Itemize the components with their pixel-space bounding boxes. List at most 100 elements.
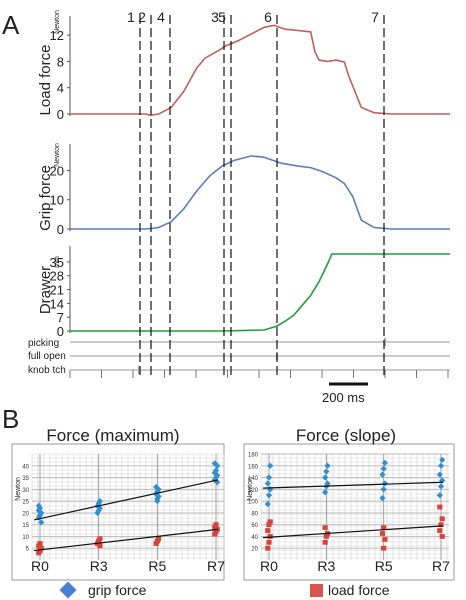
load-ytick-label: 4 (57, 81, 64, 96)
chart-slope-load-point (379, 531, 386, 536)
legend-load-label: load force (328, 582, 390, 598)
chart-slope-grip-point (381, 480, 388, 487)
chart-slope-grip-point (436, 471, 443, 478)
chart-slope-grip-point (322, 474, 329, 481)
chart-max-load-fit-line (33, 528, 219, 552)
grip-trace (70, 155, 450, 230)
grip-ytick-label: 10 (50, 193, 64, 208)
marker-label-6: 6 (264, 9, 272, 25)
event-tick-picking (384, 338, 386, 346)
event-tick-knob (138, 366, 140, 374)
chart-slope-load-point (382, 536, 388, 542)
legend-grip-label: grip force (88, 582, 147, 598)
marker-label-4: 4 (157, 9, 165, 25)
chart-slope-grip-point (323, 468, 330, 475)
chart-slope-ytick-label: 160 (248, 464, 259, 470)
chart-slope-grip-point (265, 492, 273, 499)
chart-max-ytick-label: 10 (22, 535, 29, 541)
chart-max-grip-point (94, 509, 101, 517)
chart-slope-ytick-label: 120 (248, 488, 259, 494)
panel-b-letter: B (2, 404, 19, 434)
chart-slope-grip-point (381, 459, 388, 466)
chart-slope-ytick-label: 140 (248, 476, 259, 482)
chart-slope-grip-point (439, 456, 446, 464)
chart-slope-grip-point (265, 474, 273, 481)
chart-slope-category-label: R5 (375, 558, 393, 574)
chart-slope-ytick-label: 100 (248, 500, 259, 506)
marker-label-5: 5 (218, 9, 226, 25)
chart-slope-grip-point (437, 483, 445, 490)
chart-slope-ytick-label: 60 (251, 523, 258, 529)
chart-slope-load-point (265, 528, 271, 533)
chart-max-grip-fit-line (33, 479, 219, 521)
grip-ytick-label: 0 (57, 222, 64, 237)
chart-max-ytick-label: 25 (22, 500, 29, 506)
panel-b-charts: Force (maximum) Newton 5 10 15 20 25 30 35 40 R0 R3… (11, 426, 455, 581)
chart-slope-grip-point (436, 492, 443, 499)
chart-slope-load-point (322, 525, 328, 531)
chart-slope-load-point (381, 525, 387, 531)
drawer-ytick-label: 35 (50, 255, 64, 270)
chart-max-category-label: R0 (31, 558, 49, 574)
chart-slope-load-point (322, 539, 328, 545)
chart-max-ytick-label: 35 (22, 476, 29, 482)
chart-slope-load-fit-line (262, 525, 444, 539)
chart-slope-category-label: R0 (260, 558, 278, 574)
chart-slope-load-point (266, 522, 272, 528)
legend-grip-marker (59, 581, 77, 599)
marker-label-1: 1 (127, 9, 135, 25)
load-ytick-label: 12 (50, 28, 64, 43)
drawer-ytick-label: 7 (57, 310, 64, 325)
chart-slope-grip-point (264, 500, 271, 508)
chart-slope-load-point (381, 545, 387, 551)
chart-max-load-point (213, 522, 219, 528)
marker-label-2: 2 (138, 9, 146, 25)
chart-slope-load-point (267, 534, 273, 539)
load-force-unit: Newton (54, 10, 61, 34)
chart-max-load-point (155, 536, 162, 542)
event-label-picking: picking (28, 338, 59, 349)
chart-slope-ytick-label: 80 (251, 511, 258, 517)
marker-label-7: 7 (371, 9, 379, 25)
drawer-axis-title: Drawer (37, 266, 54, 314)
drawer-ytick-label: 28 (50, 269, 64, 284)
chart-max-ytick-label: 30 (22, 488, 29, 494)
chart-slope-category-label: R3 (317, 558, 335, 574)
chart-slope-grip-point (322, 489, 329, 496)
marker-label-3: 3 (211, 9, 219, 25)
chart-slope-grip-point (267, 462, 274, 469)
chart-slope-grip-point (380, 465, 387, 472)
chart-slope-grip-point (379, 495, 386, 502)
chart-slope-load-point (437, 504, 443, 510)
load-trace (70, 24, 450, 117)
legend-load-marker (310, 584, 323, 597)
load-force-axis-title: Load force (37, 45, 54, 116)
drawer-trace (70, 253, 450, 332)
chart-max-category-label: R7 (207, 558, 225, 574)
chart-slope-load-point (439, 516, 445, 522)
chart-slope-ytick-label: 40 (251, 535, 258, 541)
chart-max-ytick-label: 20 (22, 511, 29, 517)
grip-ytick-label: 20 (50, 163, 64, 178)
load-ytick-label: 8 (57, 54, 64, 69)
event-label-full-open: full open (28, 351, 66, 362)
chart-max-ylabel: Newton (15, 477, 22, 501)
chart-slope-load-point (265, 545, 271, 551)
chart-slope-load-point (438, 522, 444, 528)
chart-max-ytick-label: 5 (26, 547, 30, 553)
chart-max-load-point (37, 541, 43, 546)
chart-slope-load-point (266, 539, 272, 545)
event-label-knob-tch: knob tch (28, 365, 66, 376)
chart-max-category-label: R3 (90, 558, 108, 574)
chart-slope-load-point (439, 534, 445, 539)
drawer-ytick-label: 21 (50, 283, 64, 298)
chart-slope-load-point (323, 534, 329, 539)
chart-max-ytick-label: 15 (22, 523, 29, 529)
chart-slope-grip-point (379, 471, 386, 478)
scale-bar-label: 200 ms (322, 390, 365, 405)
chart-slope-grip-point (437, 462, 445, 469)
chart-slope-grip-point (324, 462, 331, 469)
load-ytick-label: 0 (57, 107, 64, 122)
